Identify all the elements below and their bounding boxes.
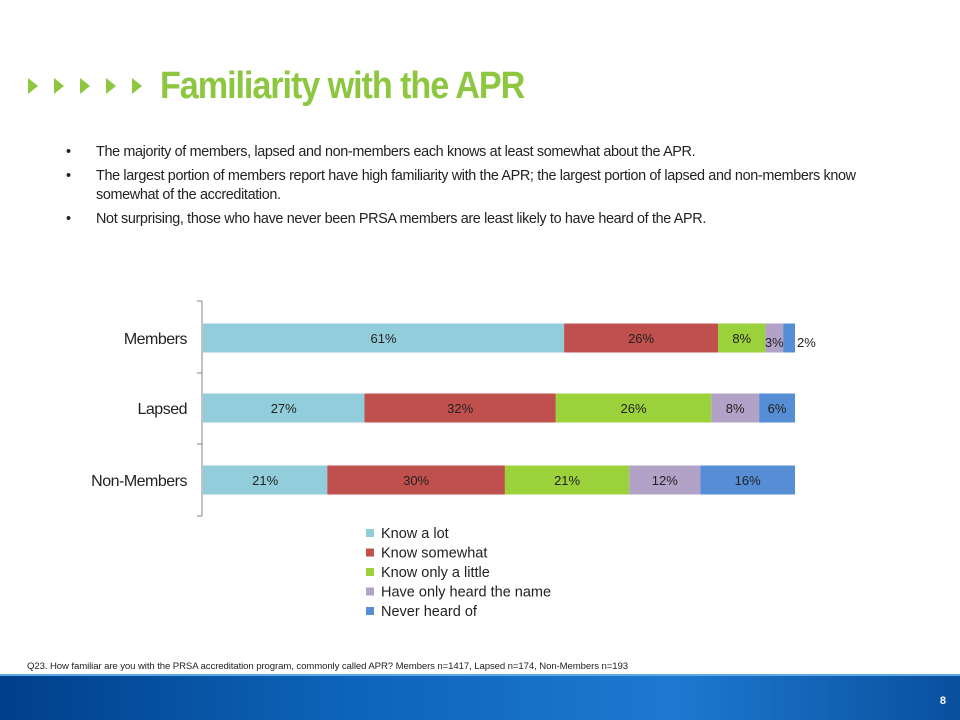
bullet-item: • The largest portion of members report h… [66,167,866,205]
footer-highlight [0,674,960,676]
bar-segment [555,393,712,423]
data-label: 26% [628,331,654,346]
bullet-dot-icon: • [66,168,71,184]
stacked-bar-chart: Members 61% 26% 8% 3% 2% Lapsed 27% 32% 26% 8% 6% No… [91,300,816,620]
legend-label: Know only a little [381,565,490,581]
legend-label: Know somewhat [381,546,487,562]
bar-segment [783,323,795,353]
data-label: 32% [447,401,473,416]
bullet-list: • The majority of members, lapsed and non… [66,143,866,234]
bar-segment [203,393,365,423]
bar-segment [203,323,565,353]
data-label: 3% [765,335,784,350]
arrow-icon [106,78,116,94]
data-label: 21% [252,473,278,488]
bar-segment [759,393,795,423]
data-label: 26% [621,401,647,416]
arrow-icon [132,78,142,94]
data-label: 6% [768,401,787,416]
page-number: 8 [939,695,946,707]
data-label: 8% [732,331,751,346]
category-label: Lapsed [138,401,188,418]
data-label: 2% [797,335,816,350]
data-label: 27% [271,401,297,416]
legend-label: Have only heard the name [381,585,551,601]
bar-segment [718,323,766,353]
arrow-icon [80,78,90,94]
bullet-text: The majority of members, lapsed and non-… [96,144,696,160]
bar-segment [327,465,505,495]
legend-swatch [366,607,374,615]
bullet-text: Not surprising, those who have never bee… [96,211,706,227]
legend-swatch [366,587,374,596]
data-label: 61% [371,331,397,346]
legend-swatch [366,548,374,557]
bar-segment [700,465,795,495]
category-label: Non-Members [91,473,187,490]
data-label: 21% [554,473,580,488]
bar-segment [564,323,719,353]
bar-segment [203,465,328,495]
title-row: Familiarity with the APR [28,62,565,110]
footnote: Q23. How familiar are you with the PRSA … [27,661,628,672]
legend-label: Know a lot [381,526,449,542]
bar-segment [364,393,556,423]
arrow-icon [54,78,64,94]
bullet-dot-icon: • [66,211,71,227]
category-label: Members [124,331,188,348]
data-label: 16% [735,473,761,488]
bar-segment [504,465,630,495]
bar-segment [629,465,701,495]
data-label: 30% [403,473,429,488]
bullet-text: The largest portion of members report ha… [96,168,856,203]
bar-segment [711,393,760,423]
arrow-icon [28,78,38,94]
bullet-item: • The majority of members, lapsed and non… [66,143,866,162]
bullet-item: • Not surprising, those who have never be… [66,210,866,229]
legend-swatch [366,529,374,537]
bullet-dot-icon: • [66,144,71,160]
bar-segment [765,323,784,353]
legend-label: Never heard of [381,604,478,620]
data-label: 8% [726,401,745,416]
footer-bar: 8 [0,674,960,720]
slide-title: Familiarity with the APR [160,64,525,107]
legend-swatch [366,568,374,576]
data-label: 12% [652,473,678,488]
